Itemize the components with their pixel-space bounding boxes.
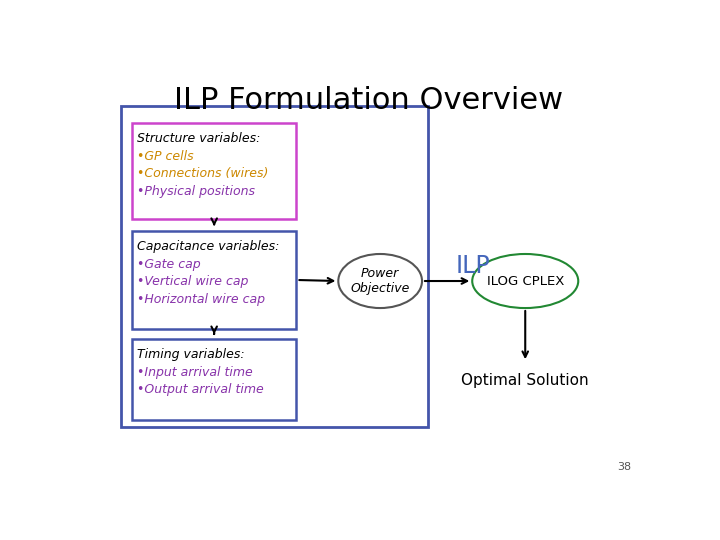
Text: ILP: ILP: [456, 254, 490, 279]
Text: ILP Formulation Overview: ILP Formulation Overview: [174, 85, 564, 114]
Ellipse shape: [338, 254, 422, 308]
FancyBboxPatch shape: [132, 339, 297, 420]
Text: •Vertical wire cap: •Vertical wire cap: [138, 275, 249, 288]
Ellipse shape: [472, 254, 578, 308]
Text: Capacitance variables:: Capacitance variables:: [138, 240, 280, 253]
FancyBboxPatch shape: [132, 123, 297, 219]
Text: Optimal Solution: Optimal Solution: [462, 373, 589, 388]
Text: •Output arrival time: •Output arrival time: [138, 383, 264, 396]
Text: Power
Objective: Power Objective: [351, 267, 410, 295]
Text: •Input arrival time: •Input arrival time: [138, 366, 253, 379]
FancyBboxPatch shape: [132, 231, 297, 329]
Text: ILOG CPLEX: ILOG CPLEX: [487, 274, 564, 287]
Text: •Horizontal wire cap: •Horizontal wire cap: [138, 293, 266, 306]
Text: Timing variables:: Timing variables:: [138, 348, 245, 361]
Text: Structure variables:: Structure variables:: [138, 132, 261, 145]
Text: •Connections (wires): •Connections (wires): [138, 167, 269, 180]
Text: •Physical positions: •Physical positions: [138, 185, 256, 198]
Text: •GP cells: •GP cells: [138, 150, 194, 163]
Text: 38: 38: [617, 462, 631, 472]
Text: •Gate cap: •Gate cap: [138, 258, 201, 271]
